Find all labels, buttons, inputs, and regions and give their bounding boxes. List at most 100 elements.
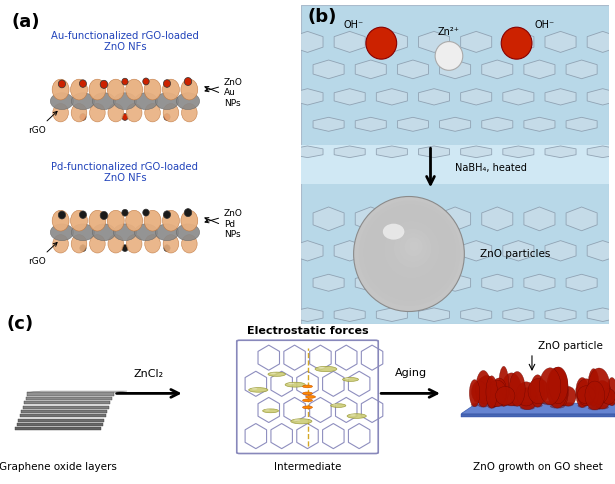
Ellipse shape: [89, 79, 106, 100]
Ellipse shape: [471, 403, 478, 407]
Ellipse shape: [531, 400, 546, 404]
Ellipse shape: [528, 378, 549, 404]
Circle shape: [399, 233, 427, 262]
Polygon shape: [566, 60, 597, 79]
Ellipse shape: [135, 93, 157, 109]
Polygon shape: [397, 274, 429, 291]
Ellipse shape: [549, 367, 568, 404]
Polygon shape: [334, 89, 365, 105]
Circle shape: [405, 237, 423, 257]
Ellipse shape: [350, 414, 355, 416]
Ellipse shape: [542, 401, 558, 405]
Ellipse shape: [126, 235, 142, 253]
Ellipse shape: [143, 78, 149, 85]
Ellipse shape: [163, 104, 179, 122]
Polygon shape: [323, 371, 344, 396]
Ellipse shape: [156, 224, 178, 241]
Ellipse shape: [589, 368, 609, 404]
Ellipse shape: [315, 366, 337, 372]
Ellipse shape: [579, 402, 593, 406]
Text: ZnO: ZnO: [205, 210, 243, 223]
Polygon shape: [397, 60, 429, 79]
Ellipse shape: [550, 404, 565, 408]
Ellipse shape: [181, 79, 198, 100]
Ellipse shape: [592, 400, 606, 405]
Ellipse shape: [563, 402, 574, 407]
Ellipse shape: [494, 400, 504, 404]
Ellipse shape: [478, 399, 491, 404]
Ellipse shape: [122, 210, 128, 216]
Polygon shape: [245, 424, 266, 449]
Ellipse shape: [488, 404, 496, 408]
Ellipse shape: [53, 104, 68, 122]
Polygon shape: [566, 207, 597, 231]
Ellipse shape: [268, 372, 285, 377]
Polygon shape: [482, 274, 513, 291]
Ellipse shape: [107, 79, 124, 100]
Ellipse shape: [475, 377, 494, 403]
Ellipse shape: [164, 211, 170, 218]
Polygon shape: [334, 31, 365, 52]
Ellipse shape: [122, 245, 128, 252]
Ellipse shape: [560, 386, 576, 406]
Polygon shape: [461, 308, 492, 321]
Ellipse shape: [288, 383, 294, 384]
Ellipse shape: [52, 211, 69, 231]
Ellipse shape: [163, 235, 179, 253]
Ellipse shape: [100, 80, 108, 89]
Text: ZnO growth on GO sheet: ZnO growth on GO sheet: [474, 462, 603, 471]
Ellipse shape: [576, 378, 589, 408]
Ellipse shape: [486, 376, 498, 408]
Polygon shape: [336, 345, 357, 370]
Text: rGO: rGO: [28, 111, 57, 135]
Ellipse shape: [552, 400, 565, 404]
Circle shape: [384, 221, 439, 278]
Polygon shape: [524, 60, 555, 79]
Polygon shape: [15, 427, 101, 430]
Polygon shape: [418, 241, 450, 261]
Polygon shape: [461, 31, 492, 52]
Ellipse shape: [125, 211, 143, 231]
Polygon shape: [271, 424, 292, 449]
Polygon shape: [362, 397, 383, 423]
Ellipse shape: [113, 224, 137, 241]
Polygon shape: [461, 403, 615, 414]
Ellipse shape: [113, 93, 137, 109]
Ellipse shape: [472, 381, 487, 403]
Ellipse shape: [164, 114, 170, 121]
Text: Graphene oxide layers: Graphene oxide layers: [0, 462, 117, 471]
Circle shape: [374, 213, 448, 289]
Ellipse shape: [164, 80, 170, 87]
Text: Zn²⁺: Zn²⁺: [438, 27, 460, 37]
Polygon shape: [336, 397, 357, 423]
Polygon shape: [355, 207, 386, 231]
Polygon shape: [418, 89, 450, 105]
Ellipse shape: [383, 224, 405, 240]
Polygon shape: [397, 207, 429, 231]
Ellipse shape: [488, 403, 498, 408]
Polygon shape: [310, 345, 331, 370]
Ellipse shape: [265, 409, 270, 410]
Circle shape: [359, 200, 460, 306]
Ellipse shape: [100, 212, 108, 220]
Ellipse shape: [520, 406, 535, 410]
Ellipse shape: [145, 235, 161, 253]
Ellipse shape: [478, 403, 489, 408]
Ellipse shape: [593, 380, 612, 409]
Circle shape: [389, 225, 435, 273]
Ellipse shape: [550, 381, 567, 402]
Ellipse shape: [476, 370, 491, 407]
Text: Pd-functionalized rGO-loaded
ZnO NFs: Pd-functionalized rGO-loaded ZnO NFs: [52, 162, 199, 183]
Text: ZnO particles: ZnO particles: [480, 249, 550, 259]
Polygon shape: [355, 117, 386, 131]
Ellipse shape: [164, 245, 170, 252]
Ellipse shape: [585, 381, 605, 410]
Polygon shape: [292, 146, 323, 158]
Ellipse shape: [162, 211, 180, 231]
Polygon shape: [440, 274, 470, 291]
Ellipse shape: [347, 414, 367, 418]
Ellipse shape: [52, 79, 69, 100]
Ellipse shape: [319, 367, 325, 368]
Ellipse shape: [252, 388, 257, 390]
Circle shape: [379, 217, 443, 284]
